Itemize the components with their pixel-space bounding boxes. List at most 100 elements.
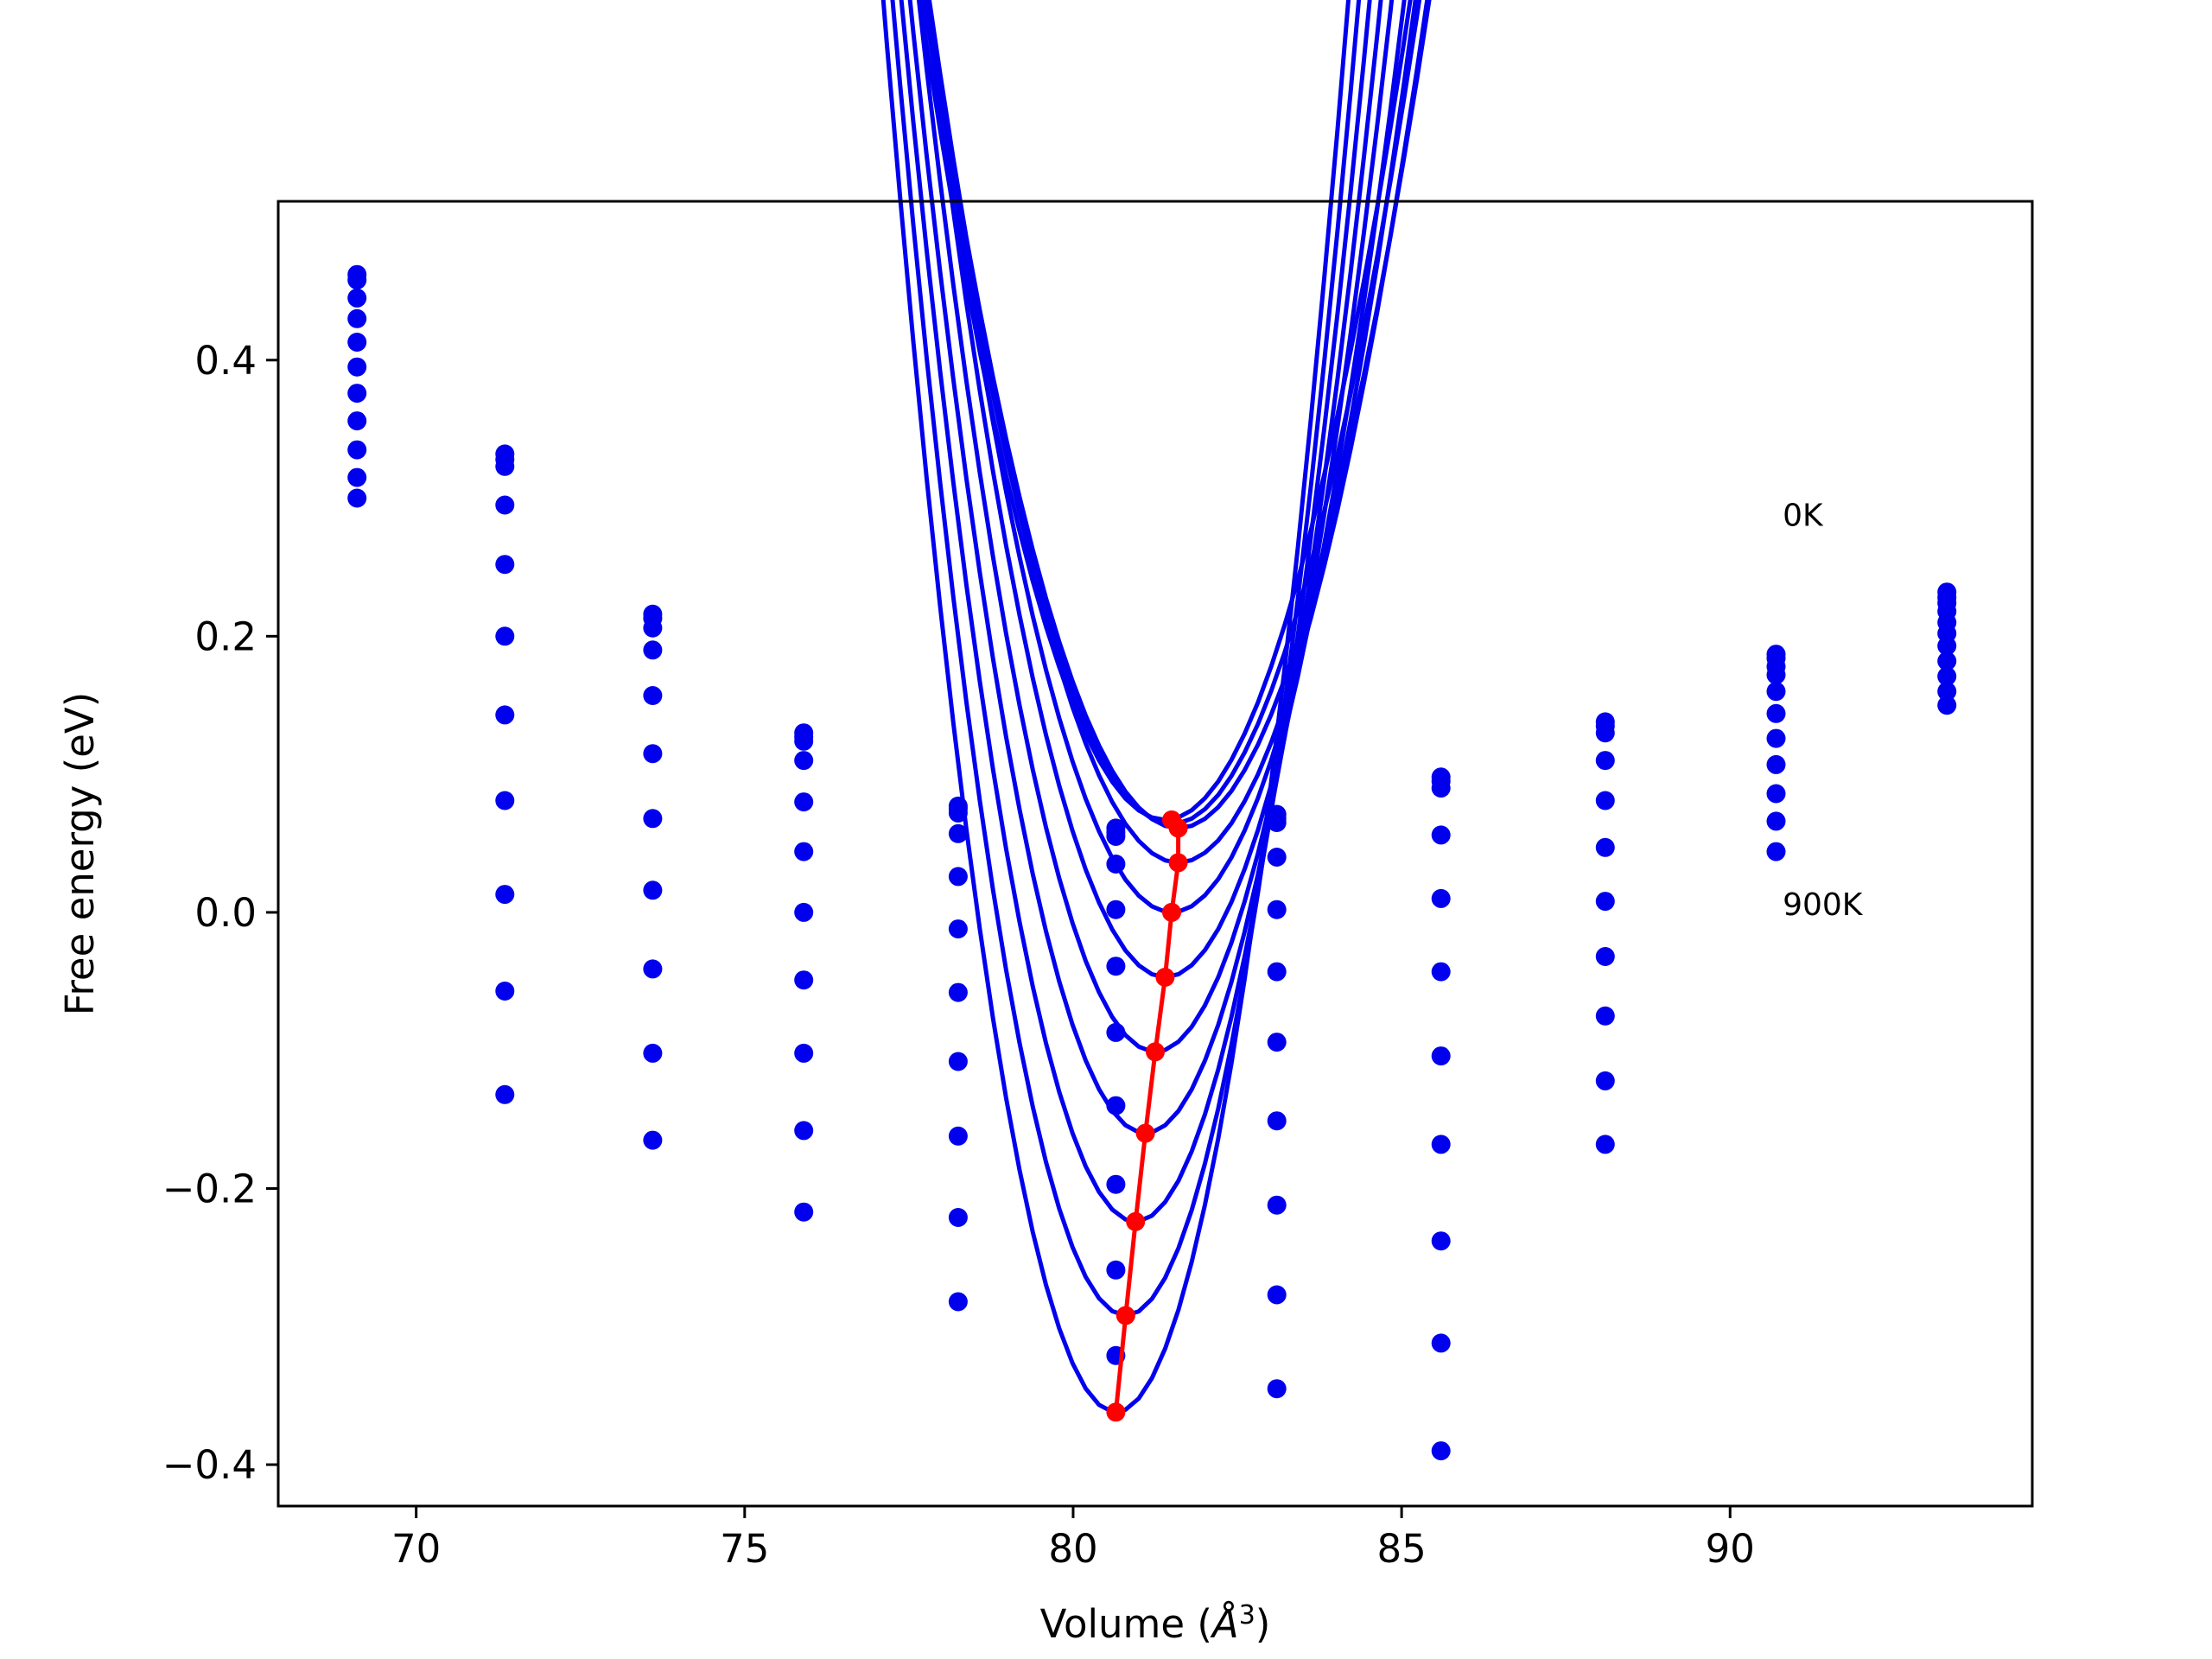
data-point-300K-5 bbox=[1106, 855, 1126, 874]
x-tick-label-80: 80 bbox=[1048, 1526, 1097, 1572]
data-point-600K-10 bbox=[1937, 636, 1957, 656]
fit-curve-400K bbox=[925, 0, 1418, 914]
data-point-200K-1 bbox=[495, 456, 515, 476]
y-axis-label: Free energy (eV) bbox=[57, 692, 103, 1015]
data-point-1000K-6 bbox=[1267, 1379, 1287, 1399]
minimum-point-1 bbox=[1168, 818, 1188, 838]
x-tick-label-75: 75 bbox=[720, 1526, 769, 1572]
annotations: 0K 900K bbox=[1783, 499, 1864, 924]
data-point-400K-9 bbox=[1766, 682, 1786, 702]
data-point-500K-9 bbox=[1766, 703, 1786, 723]
data-point-800K-5 bbox=[1106, 1174, 1126, 1194]
data-point-700K-8 bbox=[1595, 947, 1615, 966]
data-point-800K-0 bbox=[347, 440, 367, 460]
data-point-700K-1 bbox=[495, 791, 515, 810]
y-tick-label-0: 0.4 bbox=[194, 338, 257, 384]
x-axis-label-close: ) bbox=[1255, 1601, 1271, 1647]
data-point-400K-2 bbox=[643, 686, 663, 705]
data-point-900K-0 bbox=[347, 467, 367, 487]
y-tick-label-1: 0.2 bbox=[194, 613, 257, 659]
data-point-700K-3 bbox=[794, 970, 814, 990]
y-axis-ticks: 0.4 0.2 0.0 −0.2 −0.4 bbox=[162, 338, 278, 1488]
data-point-200K-4 bbox=[948, 803, 968, 823]
data-point-500K-1 bbox=[495, 626, 515, 646]
data-points bbox=[347, 264, 1957, 1461]
data-point-300K-8 bbox=[1595, 751, 1615, 771]
data-point-200K-8 bbox=[1595, 723, 1615, 743]
data-point-600K-2 bbox=[643, 809, 663, 829]
data-point-900K-10 bbox=[1937, 682, 1957, 702]
data-point-800K-1 bbox=[495, 885, 515, 905]
data-point-600K-9 bbox=[1766, 728, 1786, 748]
data-point-1000K-10 bbox=[1937, 696, 1957, 715]
x-axis-label: Volume (Å3) bbox=[1040, 1600, 1271, 1647]
data-point-900K-3 bbox=[794, 1121, 814, 1141]
data-point-700K-10 bbox=[1937, 652, 1957, 671]
data-point-1000K-0 bbox=[347, 488, 367, 508]
data-point-400K-3 bbox=[794, 792, 814, 812]
fit-curve-300K bbox=[926, 0, 1430, 865]
data-point-800K-3 bbox=[794, 1043, 814, 1063]
data-point-600K-5 bbox=[1106, 1022, 1126, 1042]
data-point-800K-2 bbox=[643, 959, 663, 979]
minimum-point-8 bbox=[1116, 1306, 1135, 1325]
data-point-900K-4 bbox=[948, 1208, 968, 1227]
x-tick-label-70: 70 bbox=[391, 1526, 441, 1572]
fit-curve-500K bbox=[924, 0, 1407, 980]
data-point-400K-7 bbox=[1431, 888, 1451, 908]
data-point-400K-6 bbox=[1267, 899, 1287, 919]
fit-curve-900K bbox=[890, 0, 1362, 1319]
minimum-path bbox=[1106, 810, 1188, 1422]
fit-curve-1000K bbox=[880, 0, 1351, 1414]
data-point-600K-4 bbox=[948, 982, 968, 1002]
data-point-700K-7 bbox=[1431, 1135, 1451, 1154]
data-point-500K-0 bbox=[347, 357, 367, 377]
data-point-300K-0 bbox=[347, 308, 367, 328]
minimum-point-3 bbox=[1162, 902, 1181, 922]
data-point-800K-8 bbox=[1595, 1006, 1615, 1026]
data-point-700K-4 bbox=[948, 1052, 968, 1071]
data-point-600K-7 bbox=[1431, 1046, 1451, 1066]
minimum-point-6 bbox=[1135, 1123, 1155, 1143]
data-point-800K-9 bbox=[1766, 784, 1786, 804]
data-point-800K-10 bbox=[1937, 666, 1957, 686]
data-point-1000K-4 bbox=[948, 1292, 968, 1312]
data-point-500K-2 bbox=[643, 744, 663, 764]
x-axis-label-text: Volume ( bbox=[1040, 1601, 1212, 1647]
data-point-300K-9 bbox=[1766, 665, 1786, 685]
data-point-200K-5 bbox=[1106, 827, 1126, 846]
data-point-600K-3 bbox=[794, 902, 814, 922]
data-point-900K-1 bbox=[495, 982, 515, 1001]
data-point-700K-6 bbox=[1267, 1111, 1287, 1131]
data-point-900K-5 bbox=[1106, 1260, 1126, 1280]
data-point-400K-1 bbox=[495, 555, 515, 575]
data-point-200K-0 bbox=[347, 288, 367, 308]
annotation-0K: 0K bbox=[1783, 499, 1824, 534]
data-point-1000K-3 bbox=[794, 1202, 814, 1222]
plot-frame bbox=[276, 200, 2034, 1508]
minimum-point-4 bbox=[1155, 968, 1175, 987]
data-point-300K-1 bbox=[495, 495, 515, 515]
y-tick-label-4: −0.4 bbox=[162, 1442, 257, 1488]
minimum-point-5 bbox=[1146, 1042, 1165, 1062]
y-tick-label-2: 0.0 bbox=[194, 890, 257, 936]
data-point-600K-6 bbox=[1267, 1033, 1287, 1052]
data-point-500K-5 bbox=[1106, 957, 1126, 976]
data-point-800K-7 bbox=[1431, 1231, 1451, 1251]
data-point-500K-3 bbox=[794, 842, 814, 861]
x-axis-ticks: 70 75 80 85 90 bbox=[391, 1506, 1755, 1572]
minimum-point-7 bbox=[1126, 1211, 1146, 1231]
data-point-400K-0 bbox=[347, 333, 367, 352]
data-point-900K-8 bbox=[1595, 1071, 1615, 1090]
data-point-900K-9 bbox=[1766, 811, 1786, 831]
data-point-300K-4 bbox=[948, 823, 968, 843]
data-point-500K-6 bbox=[1267, 962, 1287, 982]
data-point-900K-7 bbox=[1431, 1333, 1451, 1353]
data-point-500K-8 bbox=[1595, 837, 1615, 857]
data-point-900K-2 bbox=[643, 1043, 663, 1063]
data-point-300K-2 bbox=[643, 640, 663, 660]
data-point-300K-6 bbox=[1267, 848, 1287, 867]
data-point-100K-0 bbox=[347, 270, 367, 290]
data-point-1000K-2 bbox=[643, 1130, 663, 1150]
